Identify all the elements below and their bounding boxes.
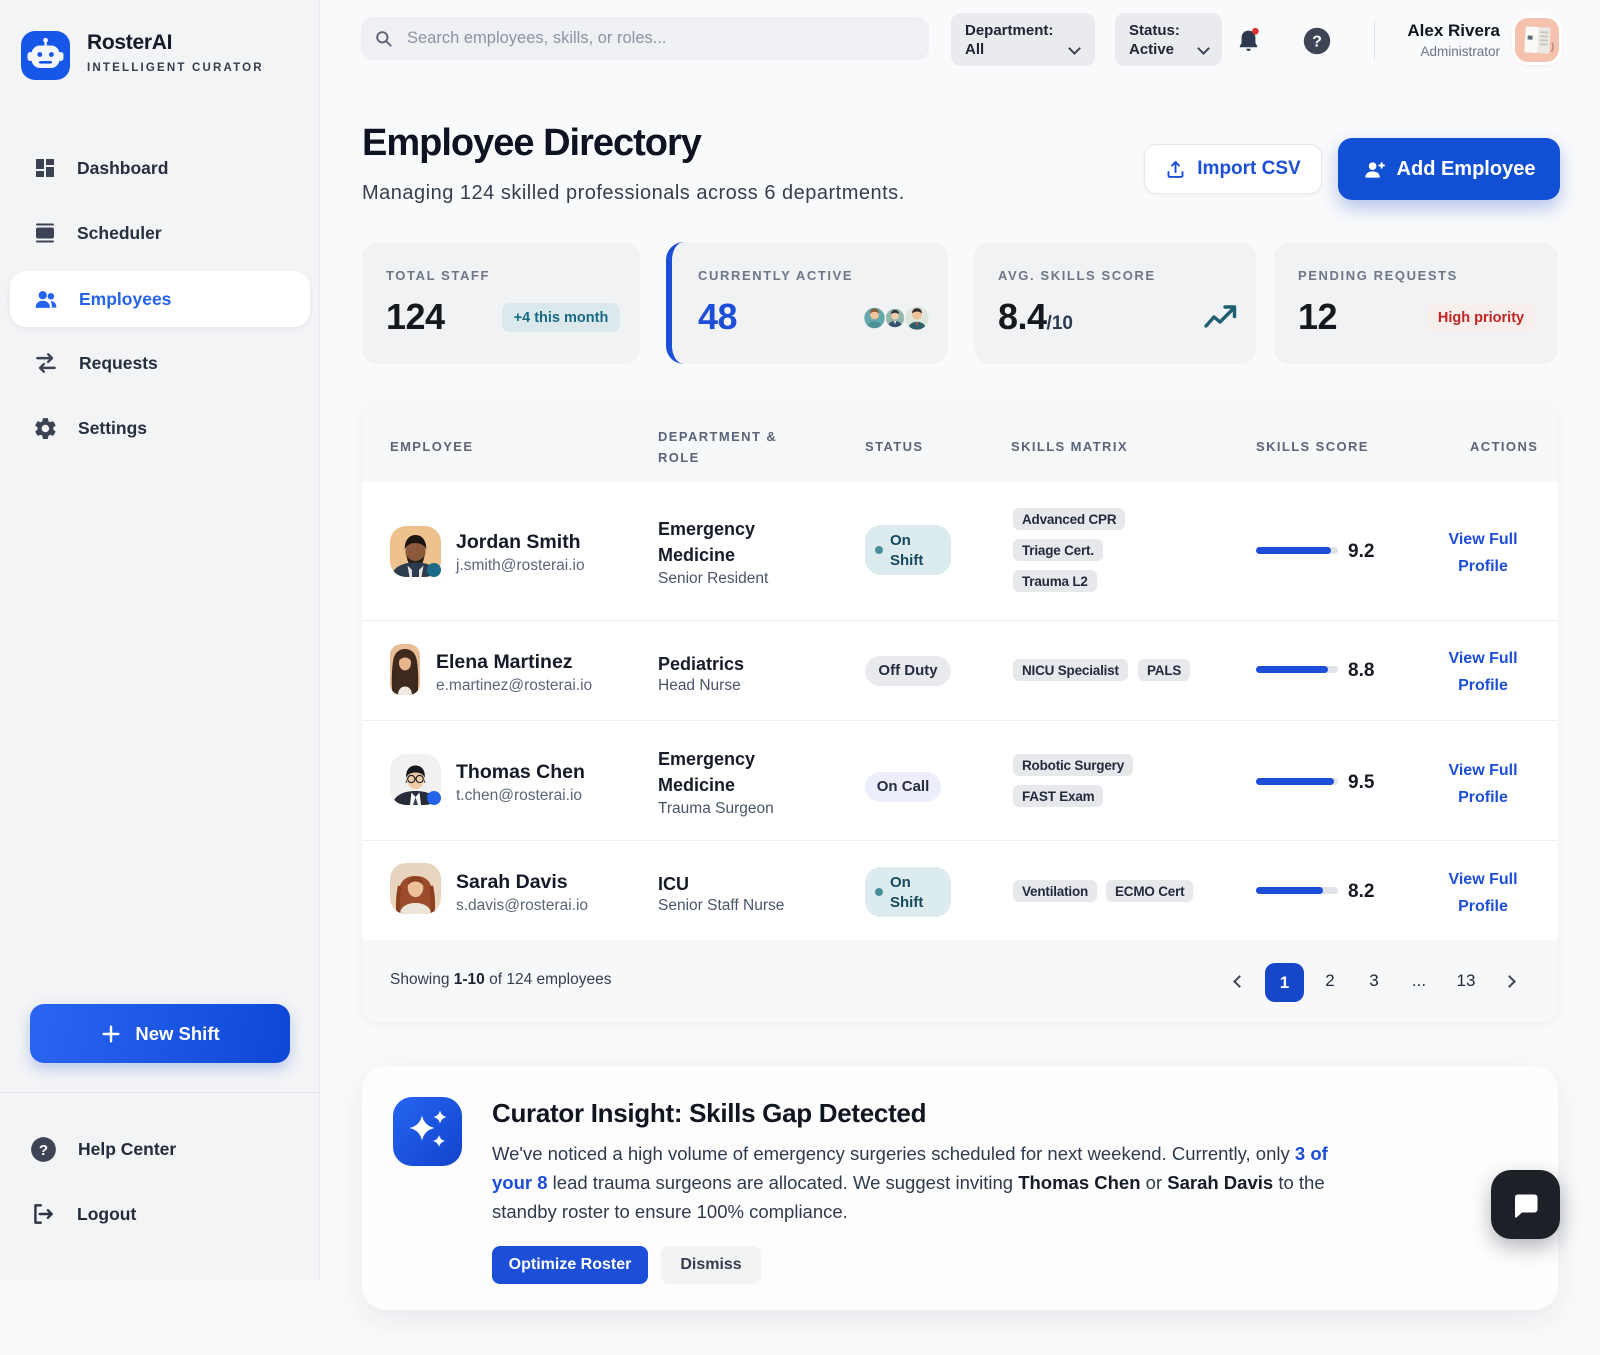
svg-text:?: ? (39, 1142, 48, 1159)
svg-text:?: ? (1312, 34, 1322, 51)
